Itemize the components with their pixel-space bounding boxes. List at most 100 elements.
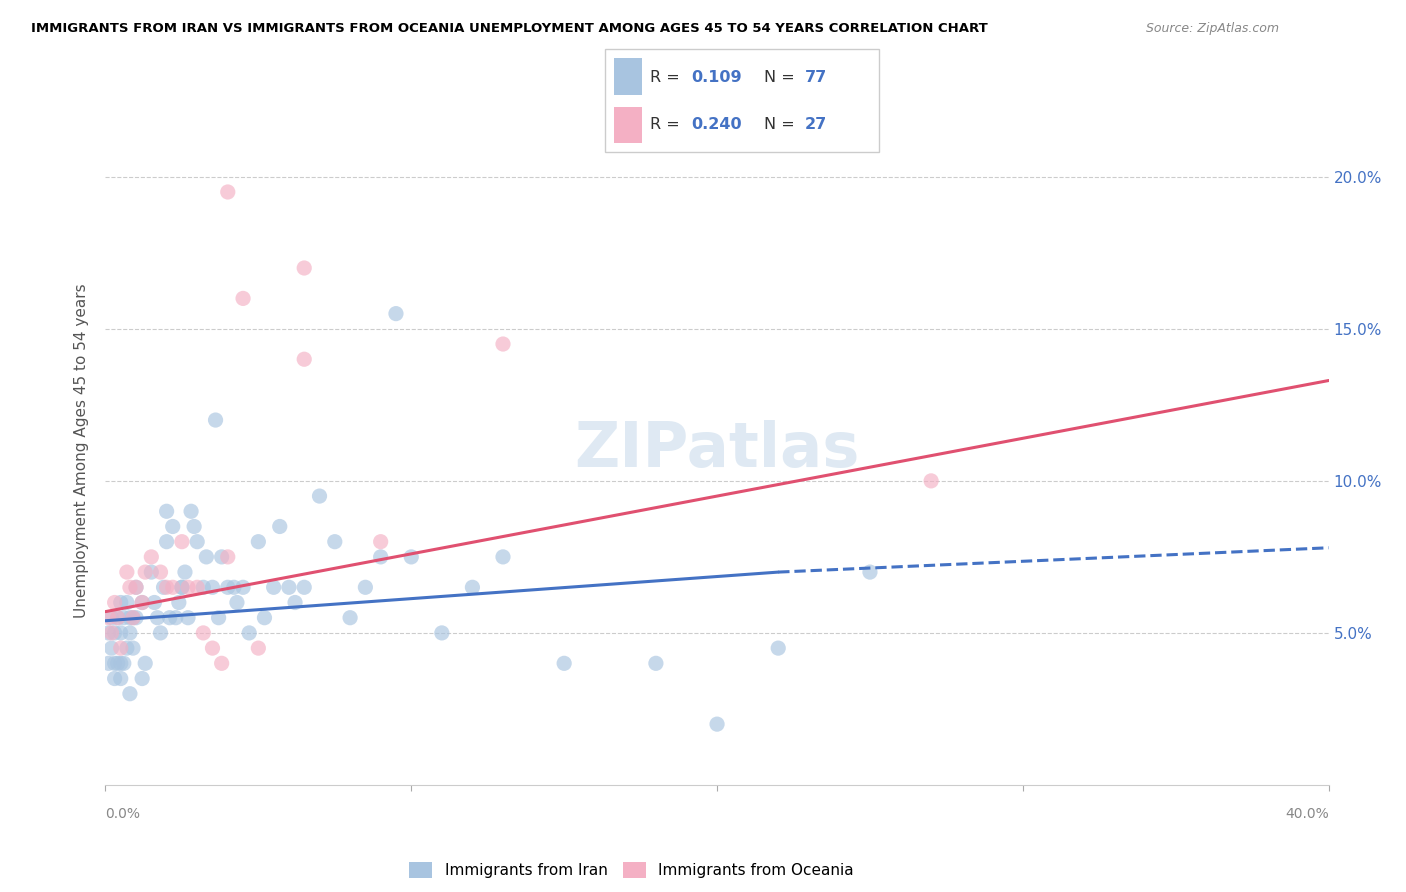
Point	[115, 641, 138, 656]
Point	[226, 595, 249, 609]
Point	[859, 565, 882, 579]
Point	[122, 611, 145, 625]
Point	[110, 626, 132, 640]
Point	[177, 580, 200, 594]
Point	[204, 413, 226, 427]
Point	[143, 595, 166, 609]
Point	[170, 534, 193, 549]
Point	[100, 611, 122, 625]
Point	[131, 595, 153, 609]
Point	[211, 657, 233, 671]
Point	[292, 260, 315, 275]
Point	[211, 549, 233, 564]
Point	[232, 292, 254, 306]
Point	[370, 549, 392, 564]
Point	[170, 580, 193, 594]
Point	[104, 657, 127, 671]
Point	[401, 549, 423, 564]
Point	[97, 657, 120, 671]
Point	[207, 611, 229, 625]
Point	[141, 565, 163, 579]
Point	[920, 474, 942, 488]
Legend: Immigrants from Iran, Immigrants from Oceania: Immigrants from Iran, Immigrants from Oc…	[404, 856, 859, 884]
Point	[193, 626, 215, 640]
Point	[193, 580, 215, 594]
Text: N =: N =	[763, 117, 800, 132]
Point	[131, 672, 153, 686]
Point	[149, 626, 172, 640]
Point	[110, 595, 132, 609]
Text: ZIPatlas: ZIPatlas	[574, 420, 860, 481]
Point	[706, 717, 728, 731]
Point	[278, 580, 301, 594]
Point	[110, 657, 132, 671]
Text: 40.0%: 40.0%	[1285, 807, 1329, 822]
FancyBboxPatch shape	[605, 49, 879, 152]
Point	[269, 519, 291, 533]
Point	[152, 580, 174, 594]
Point	[134, 565, 156, 579]
Point	[180, 504, 202, 518]
Point	[195, 549, 218, 564]
Point	[201, 580, 224, 594]
Point	[165, 611, 187, 625]
Point	[339, 611, 361, 625]
Point	[97, 626, 120, 640]
Point	[238, 626, 260, 640]
Point	[247, 641, 270, 656]
Point	[162, 519, 184, 533]
Point	[644, 657, 666, 671]
Point	[110, 641, 132, 656]
Point	[100, 641, 122, 656]
Text: N =: N =	[763, 70, 800, 85]
Point	[110, 672, 132, 686]
Text: Source: ZipAtlas.com: Source: ZipAtlas.com	[1146, 22, 1279, 36]
Point	[183, 519, 205, 533]
Text: R =: R =	[650, 117, 685, 132]
Point	[292, 580, 315, 594]
Point	[186, 534, 208, 549]
Point	[112, 611, 135, 625]
Point	[323, 534, 346, 549]
Point	[354, 580, 377, 594]
Point	[247, 534, 270, 549]
Point	[118, 687, 141, 701]
Point	[122, 641, 145, 656]
Point	[125, 580, 148, 594]
Point	[167, 595, 190, 609]
Point	[370, 534, 392, 549]
Point	[122, 611, 145, 625]
Point	[292, 352, 315, 367]
Text: 0.109: 0.109	[690, 70, 741, 85]
Point	[107, 657, 129, 671]
Point	[162, 580, 184, 594]
Point	[553, 657, 575, 671]
Point	[170, 580, 193, 594]
Point	[115, 565, 138, 579]
Point	[104, 672, 127, 686]
Point	[118, 580, 141, 594]
Point	[263, 580, 285, 594]
Point	[125, 611, 148, 625]
Point	[217, 580, 239, 594]
Point	[768, 641, 790, 656]
Point	[284, 595, 307, 609]
Point	[100, 626, 122, 640]
Point	[112, 657, 135, 671]
Point	[308, 489, 330, 503]
Point	[222, 580, 245, 594]
Point	[217, 549, 239, 564]
Text: 77: 77	[804, 70, 827, 85]
Point	[149, 565, 172, 579]
Point	[232, 580, 254, 594]
Text: 0.240: 0.240	[690, 117, 741, 132]
Point	[146, 611, 169, 625]
Point	[118, 611, 141, 625]
FancyBboxPatch shape	[614, 58, 641, 95]
Point	[115, 595, 138, 609]
Text: 27: 27	[804, 117, 827, 132]
Point	[186, 580, 208, 594]
Point	[201, 641, 224, 656]
Point	[97, 611, 120, 625]
Point	[253, 611, 276, 625]
